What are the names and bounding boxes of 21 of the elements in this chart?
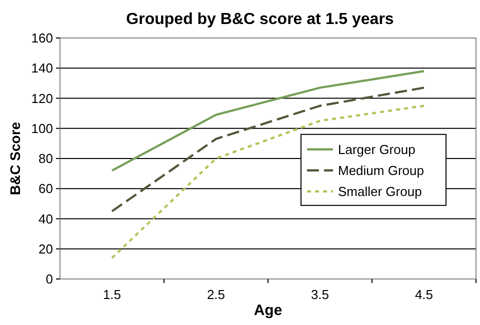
x-tick-label: 3.5 <box>310 287 330 302</box>
y-tick-label: 40 <box>38 211 53 226</box>
y-tick-label: 60 <box>38 181 53 196</box>
x-axis-title: Age <box>254 302 282 319</box>
line-series <box>110 86 426 212</box>
y-tick-label: 140 <box>31 60 53 76</box>
y-tick-label: 160 <box>31 30 53 46</box>
x-tick-label: 2.5 <box>206 287 226 302</box>
legend-label: Smaller Group <box>338 184 422 199</box>
legend-label: Larger Group <box>338 142 416 157</box>
y-tick-label: 0 <box>46 272 53 287</box>
y-tick-label: 120 <box>31 90 53 106</box>
x-tick-label: 1.5 <box>102 287 122 302</box>
chart-title: Grouped by B&C score at 1.5 years <box>126 11 394 28</box>
legend-label: Medium Group <box>338 162 424 178</box>
line-series <box>110 104 426 260</box>
y-axis-title: B&C Score <box>7 122 23 196</box>
y-tick-label: 20 <box>38 241 53 256</box>
y-tick-label: 100 <box>31 120 53 136</box>
x-tick-label: 4.5 <box>414 287 434 302</box>
y-tick-label: 80 <box>38 151 53 166</box>
